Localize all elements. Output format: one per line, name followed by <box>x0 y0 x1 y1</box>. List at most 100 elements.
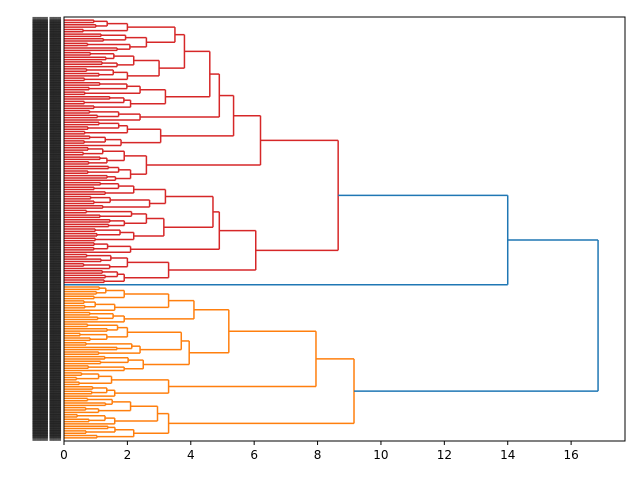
leaf-label: ████ ███ <box>31 381 61 388</box>
leaf-label: ████ ███ <box>31 325 61 332</box>
leaf-label: ████ ███ <box>31 432 61 439</box>
leaf-label: ████ ███ <box>31 256 61 263</box>
leaf-label: ████ ███ <box>31 202 61 209</box>
leaf-label: ████ ███ <box>31 223 61 230</box>
leaf-label: ████ ███ <box>31 91 61 98</box>
leaf-label: ████ ███ <box>31 179 61 186</box>
leaf-label: ████ ███ <box>31 40 61 47</box>
leaf-label: ████ ███ <box>31 112 61 119</box>
leaf-label: ████ ███ <box>31 277 61 284</box>
leaf-label: ████ ███ <box>31 379 61 386</box>
leaf-label: ████ ███ <box>31 295 61 302</box>
x-tick-label: 16 <box>563 448 578 462</box>
leaf-label: ████ ███ <box>31 68 61 75</box>
axes-frame <box>63 16 626 442</box>
x-axis: 0 2 4 6 8 10 12 14 16 <box>60 441 579 462</box>
leaf-label: ████ ███ <box>31 316 61 323</box>
leaf-label: ████ ███ <box>31 96 61 103</box>
leaf-label: ████ ███ <box>31 284 61 291</box>
leaf-label: ████ ███ <box>31 56 61 63</box>
leaf-label: ████ ███ <box>31 367 61 374</box>
leaf-label: ████ ███ <box>31 38 61 45</box>
leaf-label: ████ ███ <box>31 395 61 402</box>
leaf-label: ████ ███ <box>31 362 61 369</box>
leaf-label: ████ ███ <box>31 348 61 355</box>
leaf-label: ████ ███ <box>31 400 61 407</box>
leaf-label: ████ ███ <box>31 397 61 404</box>
leaf-label: ████ ███ <box>31 258 61 265</box>
leaf-label: ████ ███ <box>31 107 61 114</box>
leaf-label: ████ ███ <box>31 230 61 237</box>
leaf-label: ████ ███ <box>31 351 61 358</box>
leaf-label: ████ ███ <box>31 35 61 42</box>
leaf-label: ████ ███ <box>31 235 61 242</box>
leaf-label: ████ ███ <box>31 355 61 362</box>
leaf-label: ████ ███ <box>31 137 61 144</box>
leaf-label: ████ ███ <box>31 89 61 96</box>
leaf-label: ████ ███ <box>31 376 61 383</box>
leaf-label: ████ ███ <box>31 24 61 31</box>
leaf-label: ████ ███ <box>31 100 61 107</box>
x-tick-label: 0 <box>60 448 68 462</box>
leaf-label: ████ ███ <box>31 105 61 112</box>
leaf-label: ████ ███ <box>31 135 61 142</box>
leaf-label: ████ ███ <box>31 307 61 314</box>
leaf-label: ████ ███ <box>31 226 61 233</box>
leaf-label: ████ ███ <box>31 274 61 281</box>
leaf-label: ████ ███ <box>31 186 61 193</box>
leaf-label: ████ ███ <box>31 344 61 351</box>
leaf-label: ████ ███ <box>31 365 61 372</box>
leaf-label: ████ ███ <box>31 45 61 52</box>
leaf-label: ████ ███ <box>31 72 61 79</box>
leaf-label: ████ ███ <box>31 79 61 86</box>
leaf-label: ████ ███ <box>31 121 61 128</box>
leaf-label: ████ ███ <box>31 103 61 110</box>
leaf-label: ████ ███ <box>31 232 61 239</box>
leaf-label: ████ ███ <box>31 75 61 82</box>
leaf-label: ████ ███ <box>31 265 61 272</box>
leaf-label: ████ ███ <box>31 191 61 198</box>
leaf-label: ████ ███ <box>31 246 61 253</box>
leaf-label: ████ ███ <box>31 172 61 179</box>
leaf-label: ████ ███ <box>31 249 61 256</box>
leaf-label: ████ ███ <box>31 19 61 26</box>
leaf-label: ████ ███ <box>31 372 61 379</box>
x-tick-label: 14 <box>500 448 515 462</box>
leaf-label: ████ ███ <box>31 116 61 123</box>
leaf-label: ████ ███ <box>31 65 61 72</box>
leaf-label: ████ ███ <box>31 402 61 409</box>
leaf-label: ████ ███ <box>31 332 61 339</box>
leaf-label: ████ ███ <box>31 346 61 353</box>
leaf-label: ████ ███ <box>31 63 61 70</box>
leaf-label: ████ ███ <box>31 314 61 321</box>
leaf-label: ████ ███ <box>31 156 61 163</box>
leaf-label: ████ ███ <box>31 70 61 77</box>
leaf-label: ████ ███ <box>31 330 61 337</box>
leaf-label: ████ ███ <box>31 311 61 318</box>
leaf-label: ████ ███ <box>31 33 61 40</box>
leaf-label: ████ ███ <box>31 244 61 251</box>
leaf-label: ████ ███ <box>31 82 61 89</box>
leaf-label: ████ ███ <box>31 84 61 91</box>
leaf-label: ████ ███ <box>31 216 61 223</box>
leaf-label: ████ ███ <box>31 413 61 420</box>
leaf-label: ████ ███ <box>31 198 61 205</box>
leaf-label: ████ ███ <box>31 149 61 156</box>
leaf-label: ████ ███ <box>31 165 61 172</box>
leaf-label: ████ ███ <box>31 54 61 61</box>
leaf-label: ████ ███ <box>31 253 61 260</box>
leaf-label: ████ ███ <box>31 17 61 24</box>
leaf-label: ████ ███ <box>31 242 61 249</box>
leaf-label: ████ ███ <box>31 267 61 274</box>
leaf-label: ████ ███ <box>31 360 61 367</box>
leaf-label: ████ ███ <box>31 184 61 191</box>
leaf-label: ████ ███ <box>31 321 61 328</box>
leaf-label: ████ ███ <box>31 353 61 360</box>
x-tick-label: 6 <box>250 448 258 462</box>
x-tick-label: 8 <box>314 448 322 462</box>
leaf-label: ████ ███ <box>31 288 61 295</box>
leaf-label: ████ ███ <box>31 109 61 116</box>
leaf-label: ████ ███ <box>31 130 61 137</box>
leaf-label: ████ ███ <box>31 28 61 35</box>
